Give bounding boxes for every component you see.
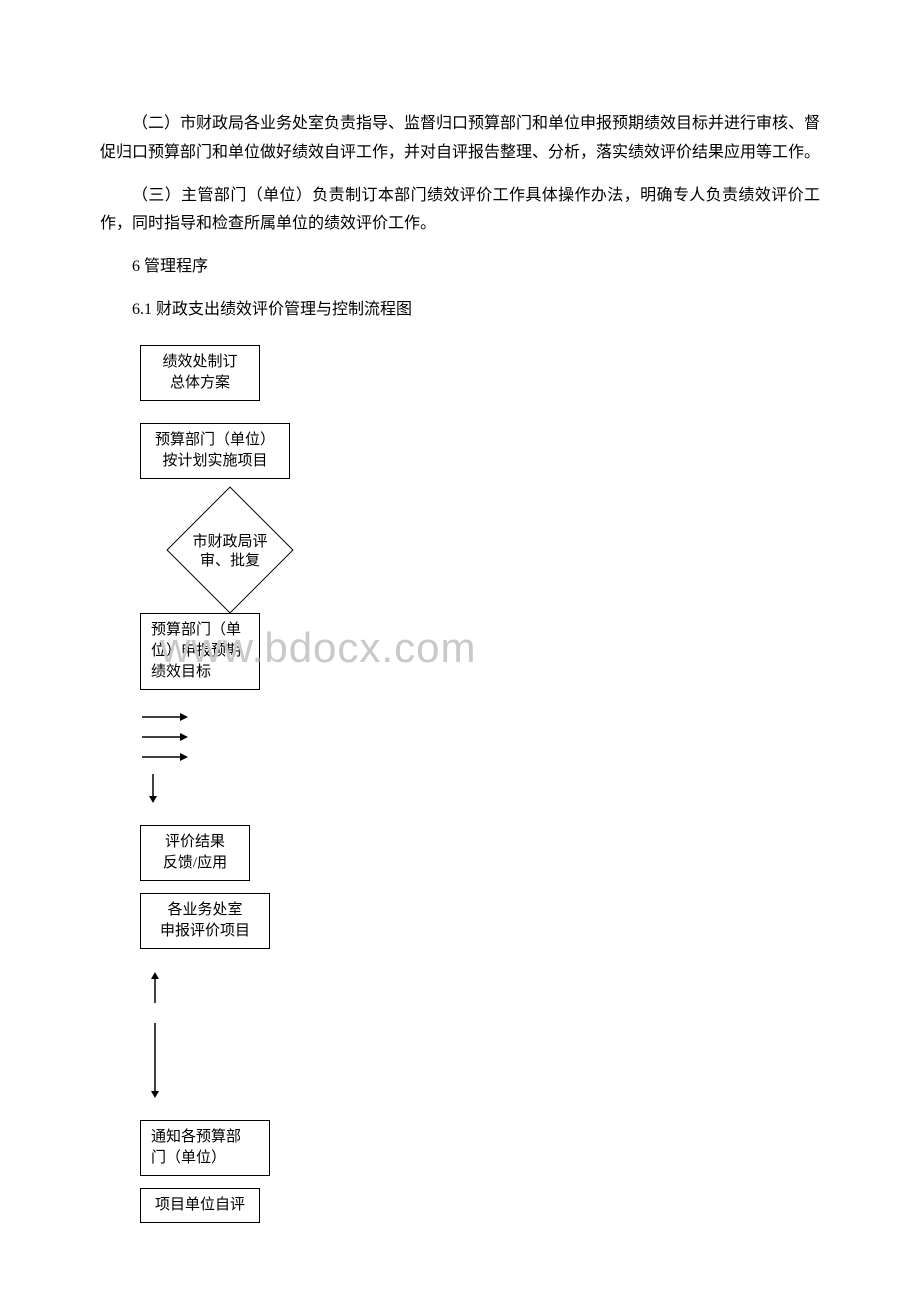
flow-node-plan-line1: 绩效处制订: [162, 354, 237, 370]
paragraph-two: （二）市财政局各业务处室负责指导、监督归口预算部门和单位申报预期绩效目标并进行审…: [100, 110, 820, 168]
flow-node-declare-target: 预算部门（单 位）申报预期 绩效目标: [140, 613, 260, 690]
flow-node-declare-line3: 绩效目标: [151, 664, 211, 680]
flowchart-container: 绩效处制订 总体方案 预算部门（单位） 按计划实施项目 市财政局评 审、批复 预…: [140, 345, 820, 1235]
arrow-up: [148, 971, 820, 1016]
flow-node-implement: 预算部门（单位） 按计划实施项目: [140, 423, 290, 479]
flow-node-self-eval-text: 项目单位自评: [155, 1197, 245, 1213]
flow-node-plan: 绩效处制订 总体方案: [140, 345, 260, 401]
flow-node-declare-line1: 预算部门（单: [151, 622, 241, 638]
flow-node-notify-line1: 通知各预算部: [151, 1129, 241, 1145]
flow-node-feedback: 评价结果 反馈/应用: [140, 825, 250, 881]
flow-node-declare-project: 各业务处室 申报评价项目: [140, 893, 270, 949]
arrow-right-3: [140, 750, 820, 764]
flow-node-review-line1: 市财政局评: [192, 534, 267, 550]
flow-node-declare-line2: 位）申报预期: [151, 643, 241, 659]
arrows-horizontal-group: [140, 710, 820, 764]
flow-node-self-eval: 项目单位自评: [140, 1188, 260, 1223]
flow-node-notify-line2: 门（单位）: [151, 1150, 226, 1166]
paragraph-three: （三）主管部门（单位）负责制订本部门绩效评价工作具体操作办法，明确专人负责绩效评…: [100, 182, 820, 240]
arrow-down-long: [148, 1021, 820, 1110]
flow-node-review-line2: 审、批复: [200, 553, 260, 569]
heading-section-6: 6 管理程序: [100, 253, 820, 282]
flow-node-notify: 通知各预算部 门（单位）: [140, 1120, 270, 1176]
arrow-down-short: [146, 772, 820, 815]
heading-section-6-1: 6.1 财政支出绩效评价管理与控制流程图: [100, 296, 820, 325]
flow-node-declare-project-line1: 各业务处室: [167, 902, 242, 918]
arrow-right-2: [140, 730, 820, 744]
flow-node-implement-line1: 预算部门（单位）: [155, 432, 275, 448]
flow-node-declare-project-line2: 申报评价项目: [160, 923, 250, 939]
flow-node-feedback-line2: 反馈/应用: [163, 855, 227, 871]
flow-node-review-decision: 市财政局评 审、批复: [160, 505, 300, 595]
flow-node-plan-line2: 总体方案: [170, 375, 230, 391]
arrow-right-1: [140, 710, 820, 724]
flow-node-implement-line2: 按计划实施项目: [162, 453, 267, 469]
flow-node-feedback-line1: 评价结果: [165, 834, 225, 850]
